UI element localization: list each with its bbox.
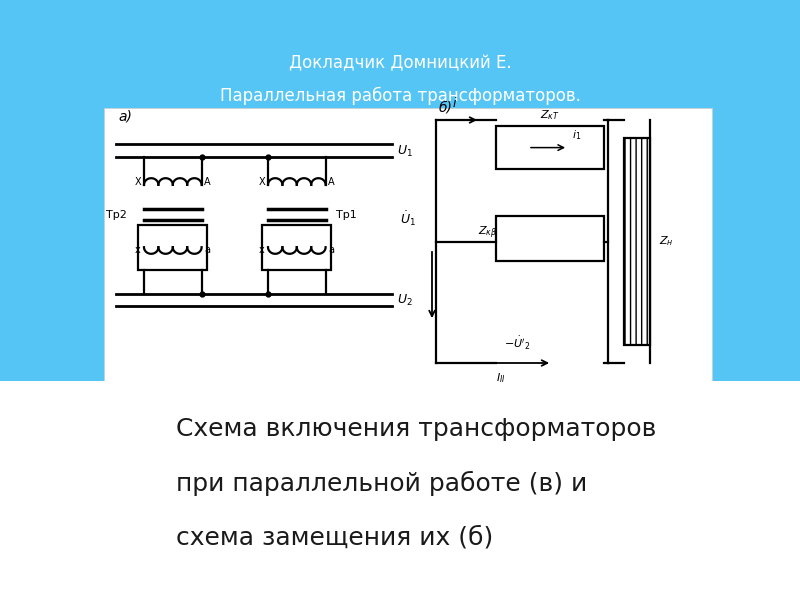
Text: X: X [258, 178, 265, 187]
Bar [262, 225, 331, 269]
Text: $U_1$: $U_1$ [397, 143, 413, 159]
Text: $i$: $i$ [452, 96, 458, 110]
Text: $Z_{\kappa T}$: $Z_{\kappa T}$ [540, 108, 560, 122]
Text: $i_1$: $i_1$ [572, 128, 582, 142]
Bar [496, 216, 604, 261]
Bar [496, 126, 604, 169]
Text: $Z_{\kappa\beta}$: $Z_{\kappa\beta}$ [478, 224, 498, 241]
Text: a: a [328, 245, 334, 254]
Text: A: A [204, 178, 210, 187]
Text: a: a [204, 245, 210, 254]
Text: x: x [258, 245, 264, 254]
Text: Параллельная работа трансформаторов.: Параллельная работа трансформаторов. [219, 87, 581, 105]
Bar [624, 138, 650, 345]
Text: x: x [134, 245, 140, 254]
Text: б): б) [438, 100, 452, 114]
Text: $\dot{U}_1$: $\dot{U}_1$ [400, 209, 416, 227]
Text: схема замещения их (б): схема замещения их (б) [176, 525, 494, 549]
Text: при параллельной работе (в) и: при параллельной работе (в) и [176, 470, 587, 496]
Text: $U_2$: $U_2$ [397, 293, 413, 308]
Bar [0, 381, 800, 600]
Bar [138, 225, 207, 269]
Text: Тр2: Тр2 [106, 211, 126, 220]
Text: $-\dot{U}'_2$: $-\dot{U}'_2$ [504, 335, 530, 352]
Bar [104, 108, 712, 381]
Text: $Z_н$: $Z_н$ [659, 235, 674, 248]
Text: $I_{II}$: $I_{II}$ [496, 371, 506, 385]
Text: X: X [134, 178, 141, 187]
Text: Тр1: Тр1 [336, 211, 357, 220]
Text: Схема включения трансформаторов: Схема включения трансформаторов [176, 417, 656, 441]
Text: A: A [328, 178, 334, 187]
Text: Докладчик Домницкий Е.: Докладчик Домницкий Е. [289, 54, 511, 72]
Text: а): а) [118, 109, 132, 123]
